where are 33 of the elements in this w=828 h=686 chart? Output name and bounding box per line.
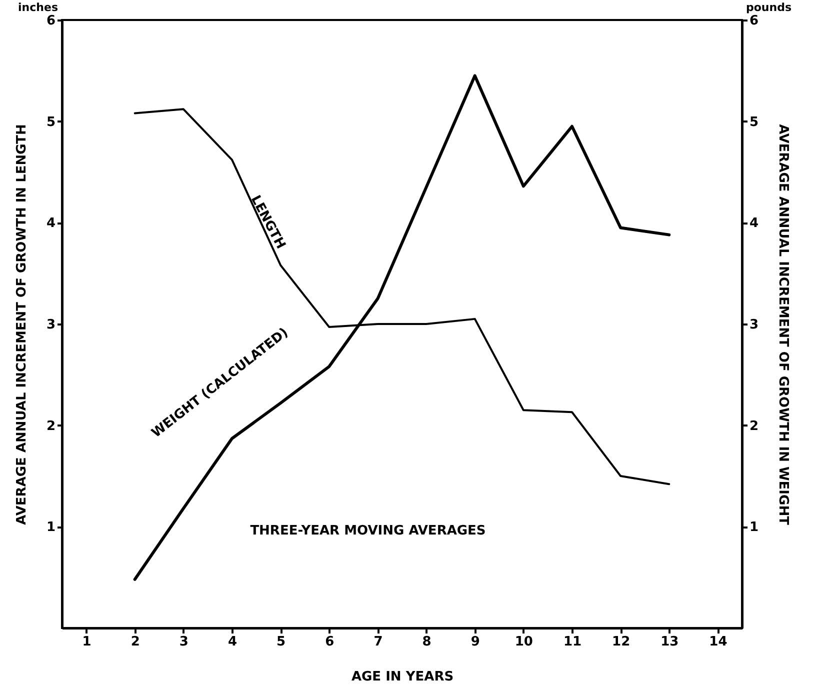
x-tick-label: 4 xyxy=(228,634,238,650)
y2-tick-label: 3 xyxy=(750,318,759,332)
y-tick-label: 5 xyxy=(46,114,56,130)
text: pounds xyxy=(746,1,792,14)
x-tick-label: 6 xyxy=(325,634,334,650)
y2-tick-label: 6 xyxy=(750,14,759,28)
line-series xyxy=(133,74,671,581)
y-tick-label: 3 xyxy=(46,318,56,332)
x-tick-label: 10 xyxy=(514,634,533,650)
x-tick-label: 11 xyxy=(563,634,582,650)
x-tick-label: 7 xyxy=(374,634,383,650)
x-tick-label: 13 xyxy=(660,634,679,650)
y2-axis-title: AVERAGE ANNUAL INCREMENT OF GROWTH IN WEIGHT xyxy=(776,124,791,526)
y2-tick-label: 5 xyxy=(750,114,759,130)
annotation: THREE-YEAR MOVING AVERAGES xyxy=(250,524,486,539)
x-tick-label: 12 xyxy=(612,634,630,650)
x-tick-label: 9 xyxy=(470,634,480,650)
x-tick-label: 2 xyxy=(130,634,140,650)
y-tick-label: 6 xyxy=(46,14,56,28)
y2-tick-label: 2 xyxy=(750,418,759,434)
y-tick-label: 4 xyxy=(46,216,56,232)
y-tick-label: 2 xyxy=(46,418,56,434)
x-tick-label: 5 xyxy=(276,634,286,650)
x-tick-label: 3 xyxy=(179,634,188,650)
x-tick-label: 8 xyxy=(422,634,432,650)
x-tick-label: 14 xyxy=(709,634,728,650)
y-axis-title: AVERAGE ANNUAL INCREMENT OF GROWTH IN LENGTH xyxy=(14,124,30,525)
y2-tick-label: 1 xyxy=(750,520,759,536)
y-tick-label: 1 xyxy=(46,520,56,536)
y2-tick-label: 4 xyxy=(750,216,759,232)
x-axis-title: AGE IN YEARS xyxy=(351,670,454,684)
x-tick-label: 1 xyxy=(82,634,92,650)
text: inches xyxy=(18,1,58,14)
